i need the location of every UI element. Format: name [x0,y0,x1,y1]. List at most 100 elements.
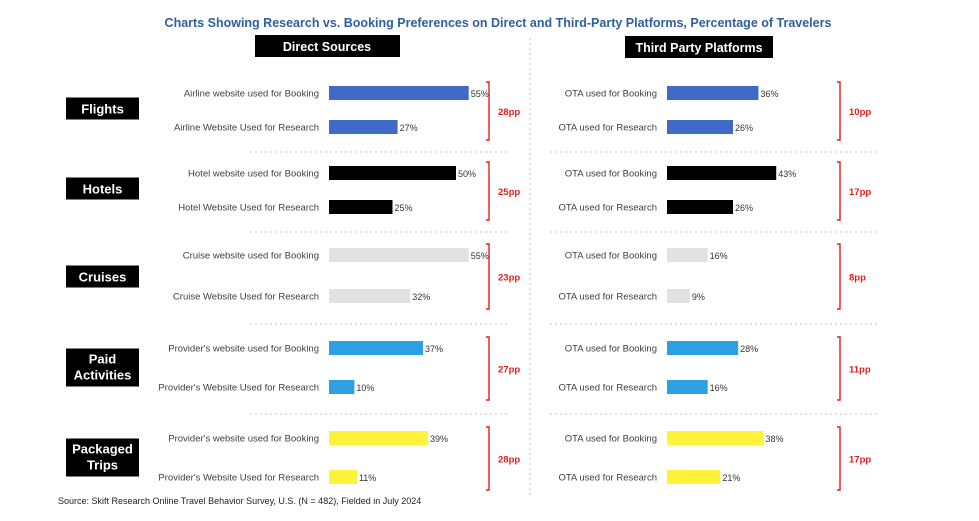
row-label-cruises-third-party-research: OTA used for Research [558,292,657,303]
value-label-paid-activities-third-party-booking: 28% [740,344,758,354]
chart-groups: Flights Airline website used for Booking 5… [66,38,880,495]
category-label-line: Packaged [72,442,133,457]
category-box-cruises [66,265,139,288]
group-flights: Flights Airline website used for Booking 5… [66,81,871,141]
diff-label-paid-activities-direct: 27pp [498,365,520,376]
diff-label-flights-direct: 28pp [498,107,520,118]
diff-label-hotels-direct: 25pp [498,187,520,198]
row-label-paid-activities-direct-booking: Provider's website used for Booking [168,344,319,355]
value-label-flights-third-party-research: 26% [735,123,753,133]
row-label-hotels-third-party-research: OTA used for Research [558,203,657,214]
row-label-paid-activities-third-party-booking: OTA used for Booking [565,344,657,355]
group-cruises: Cruises Cruise website used for Booking 55… [66,243,866,310]
value-label-hotels-third-party-booking: 43% [778,169,796,179]
row-label-flights-third-party-research: OTA used for Research [558,123,657,134]
value-label-hotels-third-party-research: 26% [735,203,753,213]
value-label-packaged-trips-direct-booking: 39% [430,434,448,444]
row-label-cruises-direct-research: Cruise Website Used for Research [173,292,319,303]
row-label-paid-activities-direct-research: Provider's Website Used for Research [158,383,319,394]
row-label-packaged-trips-third-party-booking: OTA used for Booking [565,434,657,445]
diff-label-hotels-third-party: 17pp [849,187,871,198]
bar-hotels-third-party-booking [667,166,777,180]
bar-packaged-trips-direct-booking [329,431,429,445]
category-box-packaged-trips [66,438,139,477]
category-label-line: Activities [74,368,132,383]
value-label-packaged-trips-third-party-research: 21% [722,473,740,483]
bar-paid-activities-third-party-booking [667,341,739,355]
bar-paid-activities-direct-booking [329,341,423,355]
category-box-hotels [66,177,139,200]
diff-bracket-cruises-direct [486,243,490,310]
value-label-flights-direct-booking: 55% [471,89,489,99]
category-box-flights [66,97,139,120]
row-label-cruises-third-party-booking: OTA used for Booking [565,251,657,262]
value-label-cruises-direct-booking: 55% [471,251,489,261]
panel-header-third-party: Third Party Platforms [625,36,773,58]
group-paid-activities: Paid Activities Provider's website used fo… [66,336,871,401]
diff-label-cruises-third-party: 8pp [849,273,866,284]
value-label-paid-activities-direct-booking: 37% [425,344,443,354]
bar-hotels-direct-research [329,200,393,214]
diff-bracket-paid-activities-direct [486,336,490,401]
diff-bracket-hotels-third-party [837,161,841,221]
category-label-paid-activities: Paid Activities [74,352,132,383]
bar-hotels-direct-booking [329,166,456,180]
bar-paid-activities-direct-research [329,380,355,394]
panel-header-direct: Direct Sources [255,35,400,57]
diff-bracket-paid-activities-third-party [837,336,841,401]
group-hotels: Hotels Hotel website used for Booking 50% H… [66,161,871,221]
value-label-packaged-trips-third-party-booking: 38% [766,434,784,444]
diff-label-paid-activities-third-party: 11pp [849,365,871,376]
value-label-flights-third-party-booking: 36% [760,89,778,99]
row-label-paid-activities-third-party-research: OTA used for Research [558,383,657,394]
category-label-hotels: Hotels [83,182,123,197]
row-label-hotels-direct-research: Hotel Website Used for Research [178,203,319,214]
panel-header-third-party-label: Third Party Platforms [635,41,762,55]
category-label-cruises: Cruises [79,270,127,285]
diff-bracket-packaged-trips-third-party [837,426,841,491]
diff-bracket-cruises-third-party [837,243,841,310]
row-label-packaged-trips-direct-booking: Provider's website used for Booking [168,434,319,445]
bar-packaged-trips-direct-research [329,470,357,484]
diff-bracket-flights-third-party [837,81,841,141]
diff-bracket-hotels-direct [486,161,490,221]
bar-hotels-third-party-research [667,200,734,214]
bar-cruises-third-party-research [667,289,690,303]
bar-cruises-direct-research [329,289,411,303]
bar-flights-direct-research [329,120,398,134]
bar-cruises-third-party-booking [667,248,708,262]
bar-packaged-trips-third-party-booking [667,431,764,445]
bar-cruises-direct-booking [329,248,469,262]
diff-bracket-flights-direct [486,81,490,141]
value-label-cruises-third-party-booking: 16% [710,251,728,261]
value-label-cruises-direct-research: 32% [412,292,430,302]
row-label-cruises-direct-booking: Cruise website used for Booking [183,251,319,262]
diff-label-flights-third-party: 10pp [849,107,871,118]
bar-paid-activities-third-party-research [667,380,708,394]
row-label-packaged-trips-direct-research: Provider's Website Used for Research [158,473,319,484]
panel-header-direct-label: Direct Sources [283,40,371,54]
bar-flights-third-party-research [667,120,734,134]
row-label-flights-direct-booking: Airline website used for Booking [184,89,319,100]
diff-label-cruises-direct: 23pp [498,273,520,284]
row-label-flights-third-party-booking: OTA used for Booking [565,89,657,100]
value-label-paid-activities-direct-research: 10% [356,383,374,393]
group-packaged-trips: Packaged Trips Provider's website used for… [66,426,871,491]
row-label-packaged-trips-third-party-research: OTA used for Research [558,473,657,484]
category-box-paid-activities [66,348,139,387]
row-label-hotels-third-party-booking: OTA used for Booking [565,169,657,180]
value-label-cruises-third-party-research: 9% [692,292,705,302]
row-label-hotels-direct-booking: Hotel website used for Booking [188,169,319,180]
bar-flights-third-party-booking [667,86,759,100]
chart-title: Charts Showing Research vs. Booking Pref… [165,16,832,30]
category-label-line: Trips [87,458,118,473]
value-label-paid-activities-third-party-research: 16% [710,383,728,393]
diff-label-packaged-trips-third-party: 17pp [849,455,871,466]
bar-flights-direct-booking [329,86,469,100]
value-label-flights-direct-research: 27% [400,123,418,133]
category-label-flights: Flights [81,102,124,117]
bar-packaged-trips-third-party-research [667,470,721,484]
diff-label-packaged-trips-direct: 28pp [498,455,520,466]
row-label-flights-direct-research: Airline Website Used for Research [174,123,319,134]
